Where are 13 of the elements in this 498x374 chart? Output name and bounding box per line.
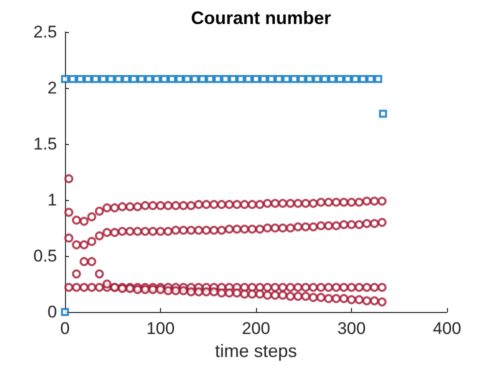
y-tick-label: 1.5 bbox=[33, 134, 57, 154]
x-axis-title: time steps bbox=[214, 341, 298, 361]
y-tick-label: 2.5 bbox=[33, 22, 57, 42]
y-tick-label: 2 bbox=[48, 78, 57, 98]
x-tick-label: 400 bbox=[432, 319, 462, 338]
y-tick-label: 1 bbox=[48, 190, 57, 210]
x-tick-label: 300 bbox=[337, 319, 366, 338]
x-tick-label: 200 bbox=[242, 319, 270, 338]
y-tick-label: 0.5 bbox=[33, 246, 57, 266]
x-tick-label: 0 bbox=[60, 319, 70, 338]
chart-title: Courant number bbox=[190, 8, 332, 28]
y-tick-label: 0 bbox=[48, 302, 57, 322]
x-tick-label: 100 bbox=[146, 319, 175, 338]
